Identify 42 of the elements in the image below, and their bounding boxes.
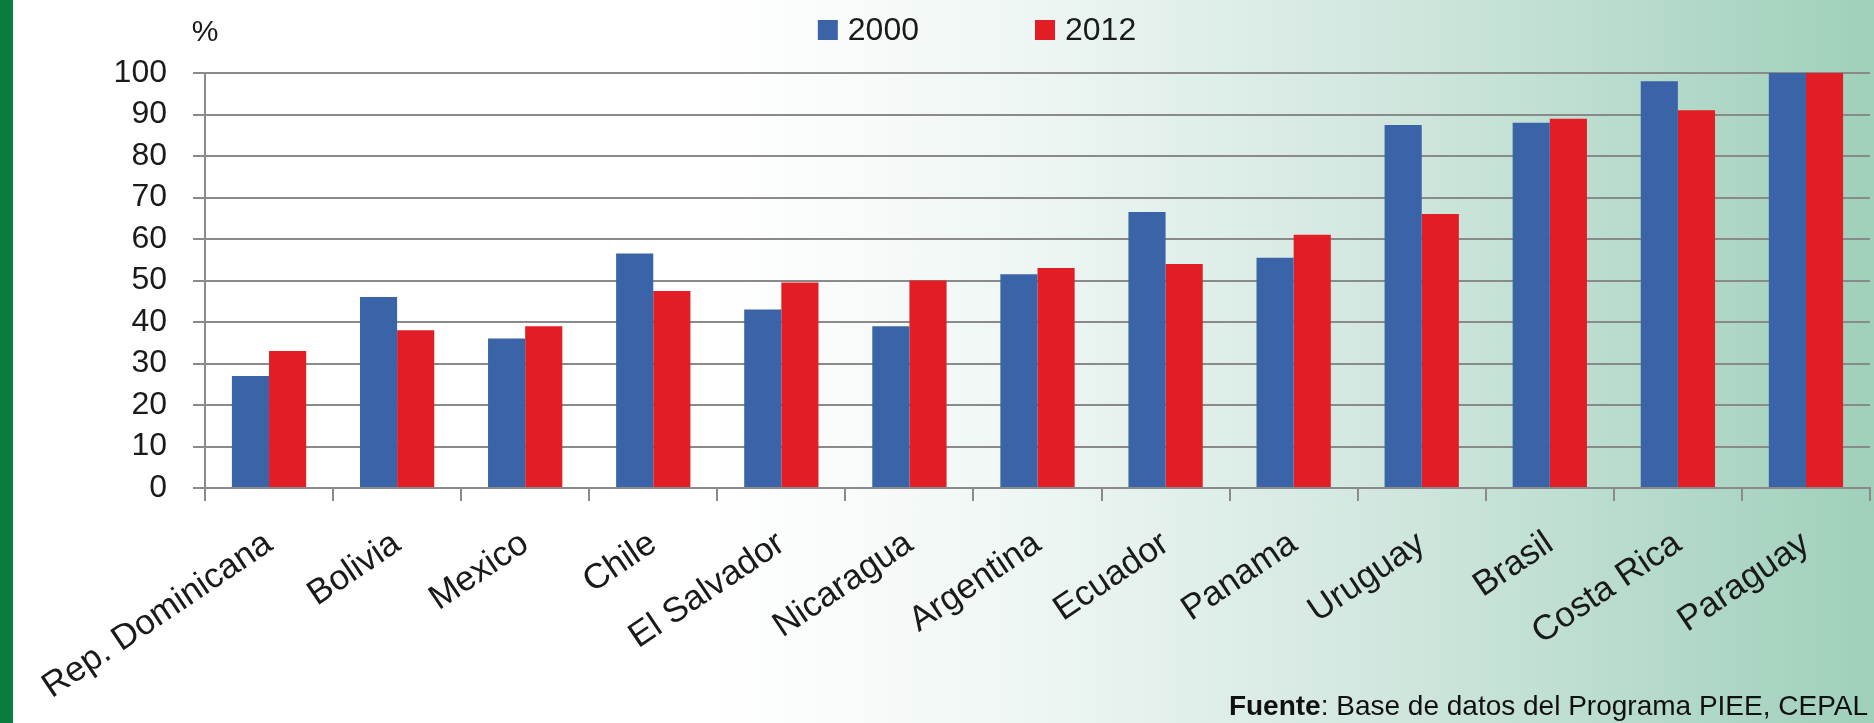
y-tick-label: 70	[131, 177, 167, 214]
bar	[1549, 118, 1587, 487]
y-tick-label: 10	[131, 426, 167, 463]
y-tick-label: 100	[113, 52, 167, 89]
y-tick-label: 90	[131, 94, 167, 131]
bar	[909, 280, 947, 487]
bar	[1037, 268, 1075, 487]
y-tick-label: 20	[131, 384, 167, 421]
legend-label: 2012	[1065, 10, 1137, 47]
source-note: Fuente: Base de datos del Programa PIEE, CEPAL	[1228, 690, 1868, 722]
bar	[269, 351, 307, 487]
bar	[1640, 81, 1678, 487]
y-tick-label: 0	[149, 467, 167, 504]
bar	[1000, 274, 1038, 487]
bar	[1384, 124, 1422, 487]
bar	[488, 338, 526, 487]
bar	[231, 375, 270, 487]
y-tick-label: 60	[131, 218, 167, 255]
bar	[872, 326, 910, 487]
bar	[1165, 263, 1203, 487]
y-tick-label: 80	[131, 135, 167, 172]
bar	[525, 326, 563, 487]
bar	[1421, 214, 1459, 487]
bar	[397, 330, 435, 487]
bar	[1128, 212, 1166, 487]
bar	[781, 282, 819, 487]
legend-label: 2000	[847, 10, 919, 47]
y-tick-label: 30	[131, 343, 167, 380]
bar	[1677, 110, 1716, 487]
bar	[616, 253, 654, 487]
bar	[1256, 257, 1294, 487]
y-tick-label: 40	[131, 301, 167, 338]
bar	[1512, 122, 1550, 487]
bar	[1768, 73, 1806, 487]
y-tick-label: 50	[131, 260, 167, 297]
bar	[1293, 234, 1331, 487]
bar	[1805, 73, 1844, 487]
bar	[653, 290, 691, 487]
y-axis-title: %	[191, 14, 219, 48]
bar	[744, 309, 782, 487]
bar	[359, 297, 398, 487]
x-tick-label: Chile	[574, 521, 663, 599]
